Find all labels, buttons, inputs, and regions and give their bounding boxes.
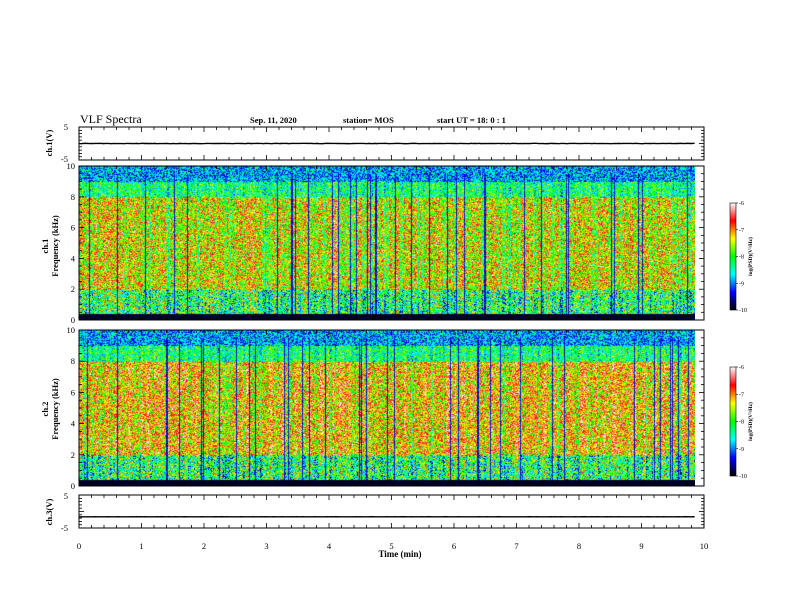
header-date: Sep. 11, 2020	[250, 115, 297, 125]
colorbar-tick-label: -7	[739, 392, 744, 398]
y-tick-label: 0	[71, 481, 75, 491]
colorbar-tick-label: -7	[739, 228, 744, 234]
ch2-colorbar: -6 -7 -8 -9 -10 log(PSD)(V²/Hz)	[729, 365, 754, 480]
y-tick-label: 6	[71, 223, 75, 233]
x-tick-label: 7	[514, 541, 518, 551]
ch2-spectrogram-label: ch.2	[40, 402, 50, 417]
y-tick-label: 6	[71, 387, 75, 397]
x-tick-label: 3	[264, 541, 268, 551]
x-tick-label: 9	[639, 541, 643, 551]
time-axis-ticks: 0 1 2 3 4 5 6 7 8 9 10	[77, 541, 708, 551]
header-station: station= MOS	[343, 115, 394, 125]
colorbar-tick-label: -10	[739, 474, 747, 480]
colorbar-tick-label: -6	[739, 365, 744, 371]
x-tick-label: 10	[700, 541, 709, 551]
ch1-colorbar: -6 -7 -8 -9 -10 log(PSD)(V²/Hz)	[729, 201, 754, 314]
spectrogram-image	[79, 166, 695, 320]
panel-ch2-spectrogram: 0 2 4 6 8 10 ch.2 Frequency (kHz)	[40, 325, 704, 491]
y-tick-label: 10	[67, 161, 76, 171]
colorbar-label: log(PSD)(V²/Hz)	[747, 237, 754, 276]
ch2-spectrogram-heatmap	[79, 330, 695, 486]
x-tick-label: 1	[139, 541, 143, 551]
panel-ch1-waveform: 5 -5 ch.1(V)	[44, 122, 68, 164]
colorbar-label: log(PSD)(V²/Hz)	[747, 402, 754, 441]
y-tick-label: 2	[71, 284, 75, 294]
ch1-frequency-label: Frequency (kHz)	[50, 215, 60, 277]
colorbar-tick-label: -9	[739, 447, 744, 453]
y-tick-label: 8	[71, 192, 75, 202]
x-tick-label: 2	[202, 541, 206, 551]
x-tick-label: 4	[327, 541, 332, 551]
colorbar-bar	[729, 202, 737, 311]
colorbar-tick-label: -6	[739, 201, 744, 207]
ch1-ytick-top: 5	[64, 122, 68, 132]
time-axis-label: Time (min)	[378, 549, 421, 559]
ch1-ytick-bottom: -5	[61, 154, 68, 164]
ch3-ytick-top: 5	[64, 491, 68, 501]
colorbar-bar	[729, 366, 737, 477]
panel-ch1-spectrogram: 0 2 4 6 8 10 ch.1 Frequency (kHz)	[40, 161, 704, 325]
ch2-frequency-label: Frequency (kHz)	[50, 378, 60, 440]
x-tick-label: 6	[452, 541, 456, 551]
ch1-spectrogram-heatmap	[79, 166, 695, 320]
colorbar-tick-label: -8	[739, 420, 744, 426]
x-tick-label: 0	[77, 541, 81, 551]
header-start-time: start UT = 18: 0 : 1	[437, 115, 506, 125]
ch1-spectrogram-label: ch.1	[40, 239, 50, 254]
panel-ch3-waveform: 5 -5 ch.3(V)	[44, 491, 68, 533]
ch1-waveform-ylabel: ch.1(V)	[44, 129, 54, 156]
x-tick-label: 5	[389, 541, 393, 551]
y-tick-label: 0	[71, 315, 75, 325]
y-tick-label: 2	[71, 450, 75, 460]
y-tick-label: 8	[71, 356, 75, 366]
colorbar-tick-label: -8	[739, 255, 744, 261]
ch3-waveform-ylabel: ch.3(V)	[44, 498, 54, 525]
spectrogram-image	[79, 330, 695, 486]
ch3-ytick-bottom: -5	[61, 523, 68, 533]
y-tick-label: 4	[71, 419, 76, 429]
x-tick-label: 8	[577, 541, 581, 551]
colorbar-tick-label: -9	[739, 281, 744, 287]
y-tick-label: 4	[71, 253, 76, 263]
figure-title: VLF Spectra	[80, 112, 142, 126]
y-tick-label: 10	[67, 325, 76, 335]
colorbar-tick-label: -10	[739, 308, 747, 314]
